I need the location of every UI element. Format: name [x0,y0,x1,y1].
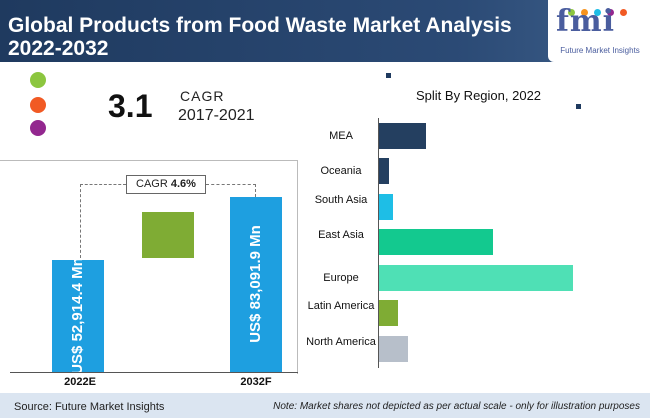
region-bar-north-america [379,335,409,362]
growth-bar [142,212,194,258]
orange-dot-icon [30,97,46,113]
region-bar-latin-america [379,300,399,327]
region-bar-europe [379,264,573,291]
header-banner: Global Products from Food Waste Market A… [0,0,650,62]
region-label-mea: MEA [329,129,353,142]
bar-2022e-value-label: US$ 52,914.4 Mn [69,257,86,375]
bar-2032f: US$ 83,091.9 Mn [230,196,282,372]
legend-square-icon [386,73,391,78]
cagr-label: CAGR [180,88,225,104]
region-bar-south-asia [379,193,393,220]
purple-dot-icon [30,120,46,136]
growth-cagr-box: CAGR 4.6% [126,175,206,194]
x-axis-baseline [10,372,298,373]
region-y-axis [378,118,379,368]
bar-2022e: US$ 52,914.4 Mn [52,257,104,375]
disclaimer-note: Note: Market shares not depicted as per … [273,401,640,412]
logo-mark: fmi [556,4,616,39]
region-label-europe: Europe [323,271,359,284]
region-label-oceania: Oceania [320,165,362,178]
x-label-2022e: 2022E [64,376,96,388]
region-bar-oceania [379,158,389,185]
region-label-south-asia: South Asia [314,193,368,206]
region-label-east-asia: East Asia [318,229,364,242]
region-bar-east-asia [379,229,494,256]
region-label-north-america: North America [306,335,376,348]
bar-2032f-value-label: US$ 83,091.9 Mn [247,225,264,344]
region-label-latin-america: Latin America [307,300,375,313]
green-dot-icon [30,72,46,88]
market-value-panel [0,160,298,374]
region-chart-title: Split By Region, 2022 [416,88,542,103]
region-bar-mea [379,122,426,149]
logo-dots-icon [568,3,638,16]
logo-subtitle: Future Market Insights [560,46,640,55]
source-note: Source: Future Market Insights [14,401,165,413]
page-title: Global Products from Food Waste Market A… [8,14,512,60]
legend-square-icon [576,104,581,109]
cagr-value: 3.1 [108,88,153,124]
company-logo: fmi Future Market Insights [548,0,650,62]
cagr-connector-left [80,184,126,258]
cagr-period: 2017-2021 [178,107,255,124]
x-label-2032f: 2032F [240,376,272,388]
footer: Source: Future Market Insights Note: Mar… [0,393,650,418]
